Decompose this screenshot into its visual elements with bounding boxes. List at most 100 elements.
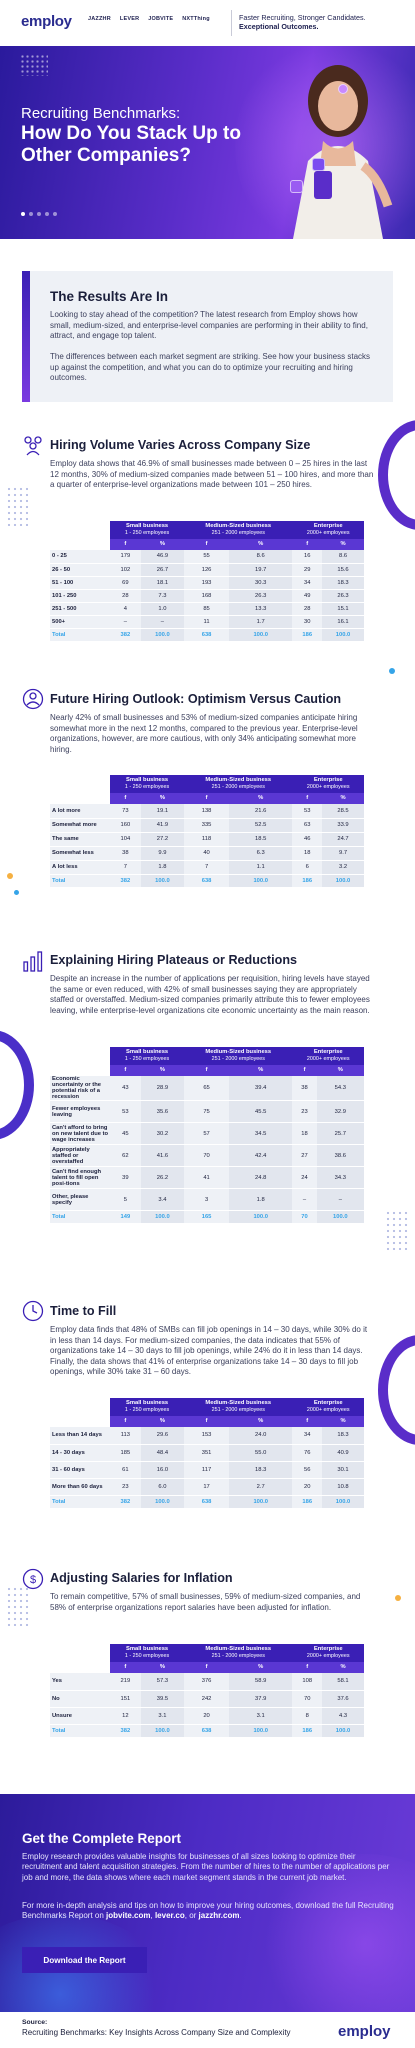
col-group-enterprise: Enterprise 2000+ employees <box>292 1644 364 1662</box>
col-header-f: f <box>110 1416 141 1427</box>
table-cell: 46 <box>292 832 323 847</box>
pager-dot[interactable] <box>53 212 57 216</box>
col-group-enterprise: Enterprise 2000+ employees <box>292 521 364 539</box>
row-label: Yes <box>50 1673 110 1691</box>
intro-paragraph-1: Looking to stay ahead of the competition… <box>50 310 368 340</box>
pager-dot[interactable] <box>29 212 33 216</box>
table-row: Can't afford to bring on new talent due … <box>50 1122 364 1145</box>
decor-dots <box>6 486 28 526</box>
pager-dot[interactable] <box>45 212 49 216</box>
table-cell: 126 <box>184 563 229 577</box>
pager-dot[interactable] <box>21 212 25 216</box>
table-group-header: Small business 1 - 250 employees Medium-Si… <box>50 1047 364 1065</box>
total-cell: 186 <box>292 874 323 888</box>
table-cell: 76 <box>292 1444 323 1462</box>
col-group-enterprise: Enterprise 2000+ employees <box>292 775 364 793</box>
table-cell: 27 <box>292 1144 317 1167</box>
row-label: A lot more <box>50 804 110 819</box>
col-group-small-label: Small business <box>125 1400 169 1406</box>
row-label: 26 - 50 <box>50 563 110 577</box>
decor-spark <box>395 1595 401 1601</box>
row-label: The same <box>50 832 110 847</box>
row-label: No <box>50 1690 110 1708</box>
col-group-medium: Medium-Sized business 251 - 2000 employee… <box>184 1398 293 1416</box>
table-subheader: f% f% f% <box>50 1662 364 1673</box>
col-header-pct: % <box>316 1065 364 1076</box>
table-row: Somewhat more 160 41.9 335 52.5 63 33.9 <box>50 818 364 833</box>
table-cell: – <box>140 615 185 629</box>
table-row: Fewer employees leaving 53 35.6 75 45.5 23 32.… <box>50 1100 364 1123</box>
table-row: 51 - 100 69 18.1 193 30.3 34 18.3 <box>50 576 364 590</box>
total-label: Total <box>50 1210 110 1224</box>
col-group-small-label: Small business <box>125 523 169 529</box>
table-cell: 351 <box>184 1444 229 1462</box>
table-cell: 61 <box>110 1461 141 1479</box>
table-cell: 168 <box>184 589 229 603</box>
footer-paragraph-1: Employ research provides valuable insigh… <box>22 1852 390 1882</box>
table-cell: 57.3 <box>140 1673 185 1691</box>
table-cell: 24.0 <box>228 1427 293 1445</box>
table-cell: 40.9 <box>322 1444 364 1462</box>
footer-sep: , or <box>184 1911 199 1921</box>
table-cell: 42.4 <box>228 1144 293 1167</box>
table-cell: 18.1 <box>140 576 185 590</box>
employ-logo[interactable]: employ <box>21 13 72 30</box>
table-cell: 6.3 <box>228 846 293 861</box>
partner-logo-jazzhr: JAZZHR <box>88 16 111 22</box>
link-jazzhr[interactable]: jazzhr.com <box>198 1911 240 1921</box>
row-label: Other, please specify <box>50 1188 110 1211</box>
row-label: More than 60 days <box>50 1478 110 1496</box>
employ-logo-footer[interactable]: employ <box>338 2023 391 2040</box>
table-cell: 7 <box>110 860 141 875</box>
col-group-medium-sub: 251 - 2000 employees <box>211 784 265 790</box>
table-cell: 9.9 <box>140 846 185 861</box>
table-cell: 20 <box>292 1478 323 1496</box>
download-report-button[interactable]: Download the Report <box>22 1947 147 1973</box>
table-cell: 4.3 <box>322 1707 364 1725</box>
link-lever[interactable]: lever.co <box>154 1911 185 1921</box>
table-cell: 28.5 <box>322 804 364 819</box>
table-cell: 62 <box>110 1144 141 1167</box>
table-subheader: f% f% f% <box>50 793 364 804</box>
col-header-pct: % <box>322 793 364 804</box>
col-group-enterprise-label: Enterprise <box>313 523 343 529</box>
table-cell: 75 <box>184 1100 229 1123</box>
table-salaries: Small business 1 - 250 employees Medium-Si… <box>50 1644 364 1738</box>
decor-ring <box>378 1335 415 1445</box>
col-group-small-sub: 1 - 250 employees <box>124 1056 170 1062</box>
col-group-medium-sub: 251 - 2000 employees <box>211 1407 265 1413</box>
table-cell: 193 <box>184 576 229 590</box>
hero-pager <box>21 212 57 216</box>
col-header-f: f <box>184 1416 229 1427</box>
star-badge-icon <box>290 180 303 193</box>
decor-dots <box>6 1586 30 1626</box>
col-group-enterprise: Enterprise 2000+ employees <box>292 1047 364 1065</box>
chat-bubble-icon <box>312 158 325 171</box>
pager-dot[interactable] <box>37 212 41 216</box>
col-group-small-sub: 1 - 250 employees <box>124 1407 170 1413</box>
row-label: A lot less <box>50 860 110 875</box>
col-group-medium-label: Medium-Sized business <box>205 1646 272 1652</box>
table-cell: 4 <box>110 602 141 616</box>
table-cell: 26.2 <box>140 1166 185 1189</box>
total-label: Total <box>50 1724 110 1738</box>
col-header-f: f <box>292 793 323 804</box>
col-group-small-sub: 1 - 250 employees <box>124 1653 170 1659</box>
section-title-plateaus: Explaining Hiring Plateaus or Reductions <box>50 953 298 967</box>
col-group-enterprise-label: Enterprise <box>313 1646 343 1652</box>
table-cell: 48.4 <box>140 1444 185 1462</box>
total-cell: 186 <box>292 628 323 642</box>
col-header-f: f <box>110 1065 141 1076</box>
col-header-f: f <box>292 539 323 550</box>
table-cell: 17 <box>184 1478 229 1496</box>
table-cell: 18.3 <box>228 1461 293 1479</box>
table-cell: 23 <box>292 1100 317 1123</box>
partner-logo-jobvite: JOBVITE <box>148 16 174 22</box>
link-jobvite[interactable]: jobvite.com <box>106 1911 151 1921</box>
table-cell: – <box>110 615 141 629</box>
col-group-small-label: Small business <box>125 1646 169 1652</box>
col-group-enterprise-sub: 2000+ employees <box>306 1653 350 1659</box>
table-cell: 34.3 <box>316 1166 364 1189</box>
col-group-medium-sub: 251 - 2000 employees <box>211 530 265 536</box>
hero-person-image <box>293 65 393 239</box>
